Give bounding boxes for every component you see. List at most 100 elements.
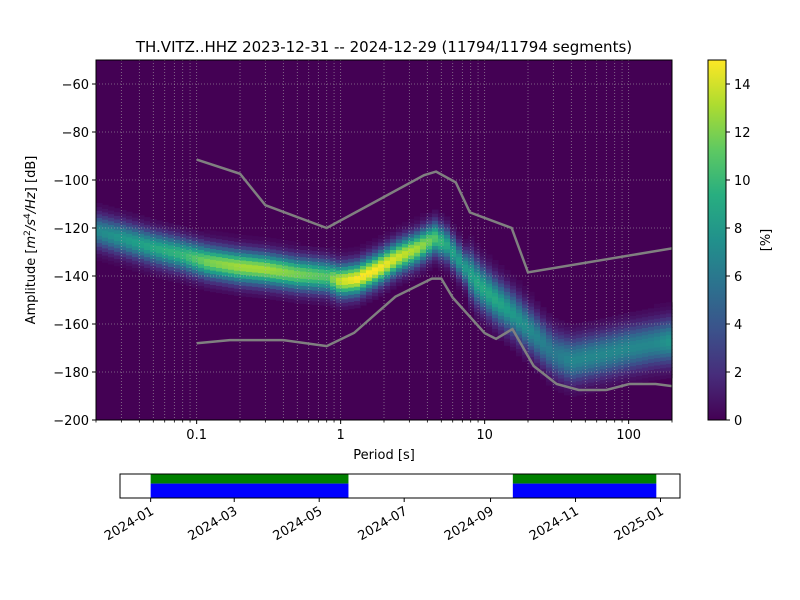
heatmap-cell (630, 376, 637, 381)
heatmap-cell (174, 264, 181, 269)
heatmap-cell (180, 265, 187, 270)
heatmap-cell (204, 243, 211, 248)
heatmap-cell (582, 383, 589, 388)
heatmap-cell (552, 343, 559, 348)
heatmap-cell (504, 320, 511, 325)
heatmap-cell (528, 327, 535, 332)
heatmap-cell (426, 248, 433, 253)
heatmap-cell (630, 380, 637, 385)
heatmap-cell (666, 363, 673, 368)
heatmap-cell (210, 277, 217, 282)
heatmap-cell (384, 263, 391, 268)
heatmap-cell (132, 267, 139, 272)
heatmap-cell (342, 259, 349, 264)
heatmap-cell (660, 306, 667, 311)
heatmap-cell (444, 241, 451, 246)
heatmap-cell (462, 264, 469, 269)
heatmap-cell (210, 259, 217, 264)
heatmap-cell (504, 280, 511, 285)
heatmap-cell (480, 270, 487, 275)
heatmap-cell (474, 242, 481, 247)
heatmap-cell (408, 255, 415, 260)
heatmap-cell (360, 261, 367, 266)
heatmap-cell (462, 282, 469, 287)
heatmap-cell (522, 289, 529, 294)
heatmap-cell (390, 281, 397, 286)
heatmap-cell (132, 263, 139, 268)
heatmap-cell (306, 271, 313, 276)
heatmap-cell (552, 336, 559, 341)
heatmap-cell (264, 280, 271, 285)
heatmap-cell (126, 262, 133, 267)
heatmap-cell (420, 248, 427, 254)
heatmap-cell (198, 235, 205, 240)
heatmap-cell (138, 269, 145, 274)
heatmap-cell (366, 294, 373, 300)
heatmap-cell (192, 283, 199, 288)
heatmap-cell (630, 365, 637, 370)
heatmap-cell (342, 269, 349, 275)
heatmap-cell (498, 315, 505, 320)
heatmap-cell (246, 264, 253, 269)
heatmap-cell (168, 237, 175, 242)
heatmap-cell (102, 237, 109, 242)
heatmap-cell (612, 340, 619, 345)
heatmap-cell (366, 269, 373, 274)
heatmap-cell (498, 329, 505, 334)
heatmap-cell (450, 263, 457, 268)
heatmap-cell (582, 368, 589, 373)
heatmap-cell (606, 367, 613, 372)
heatmap-cell (258, 276, 265, 281)
heatmap-cell (612, 319, 619, 324)
heatmap-cell (480, 302, 487, 307)
heatmap-cell (660, 349, 667, 354)
heatmap-cell (510, 310, 517, 315)
heatmap-cell (480, 295, 487, 300)
heatmap-cell (528, 309, 535, 314)
heatmap-cell (276, 296, 283, 301)
heatmap-cell (570, 324, 577, 329)
heatmap-cell (408, 237, 415, 242)
heatmap-cell (312, 279, 319, 284)
heatmap-cell (546, 370, 553, 375)
heatmap-cell (366, 258, 373, 264)
heatmap-cell (336, 284, 343, 289)
heatmap-cell (276, 278, 283, 283)
heatmap-cell (492, 324, 499, 329)
heatmap-cell (546, 334, 553, 339)
heatmap-cell (552, 328, 559, 333)
heatmap-cell (624, 312, 631, 318)
heatmap-cell (660, 310, 667, 315)
heatmap-cell (414, 270, 421, 275)
heatmap-cell (120, 217, 127, 222)
heatmap-cell (540, 321, 547, 326)
heatmap-cell (396, 246, 403, 251)
heatmap-cell (582, 347, 589, 352)
heatmap-cell (102, 219, 109, 224)
heatmap-cell (450, 223, 457, 228)
heatmap-cell (582, 329, 589, 334)
y-tick-label: −80 (62, 126, 89, 141)
colorbar-tick-label: 2 (734, 366, 742, 381)
heatmap-cell (300, 285, 307, 290)
heatmap-cell (390, 263, 397, 268)
heatmap-cell (456, 260, 463, 265)
y-tick-label: −60 (62, 78, 89, 93)
heatmap-cell (210, 237, 217, 242)
heatmap-cell (342, 262, 349, 267)
heatmap-cell (204, 272, 211, 277)
heatmap-cell (516, 287, 523, 292)
heatmap-cell (348, 301, 355, 306)
heatmap-cell (210, 244, 217, 250)
heatmap-cell (474, 318, 481, 323)
heatmap-cell (582, 336, 589, 341)
heatmap-cell (426, 227, 433, 232)
heatmap-cell (258, 250, 265, 256)
heatmap-cell (498, 300, 505, 306)
heatmap-cell (666, 349, 673, 354)
coverage-bar-processed (512, 474, 657, 484)
heatmap-cell (534, 330, 541, 335)
heatmap-cell (636, 325, 643, 330)
heatmap-cell (138, 233, 145, 238)
heatmap-cell (492, 292, 499, 297)
